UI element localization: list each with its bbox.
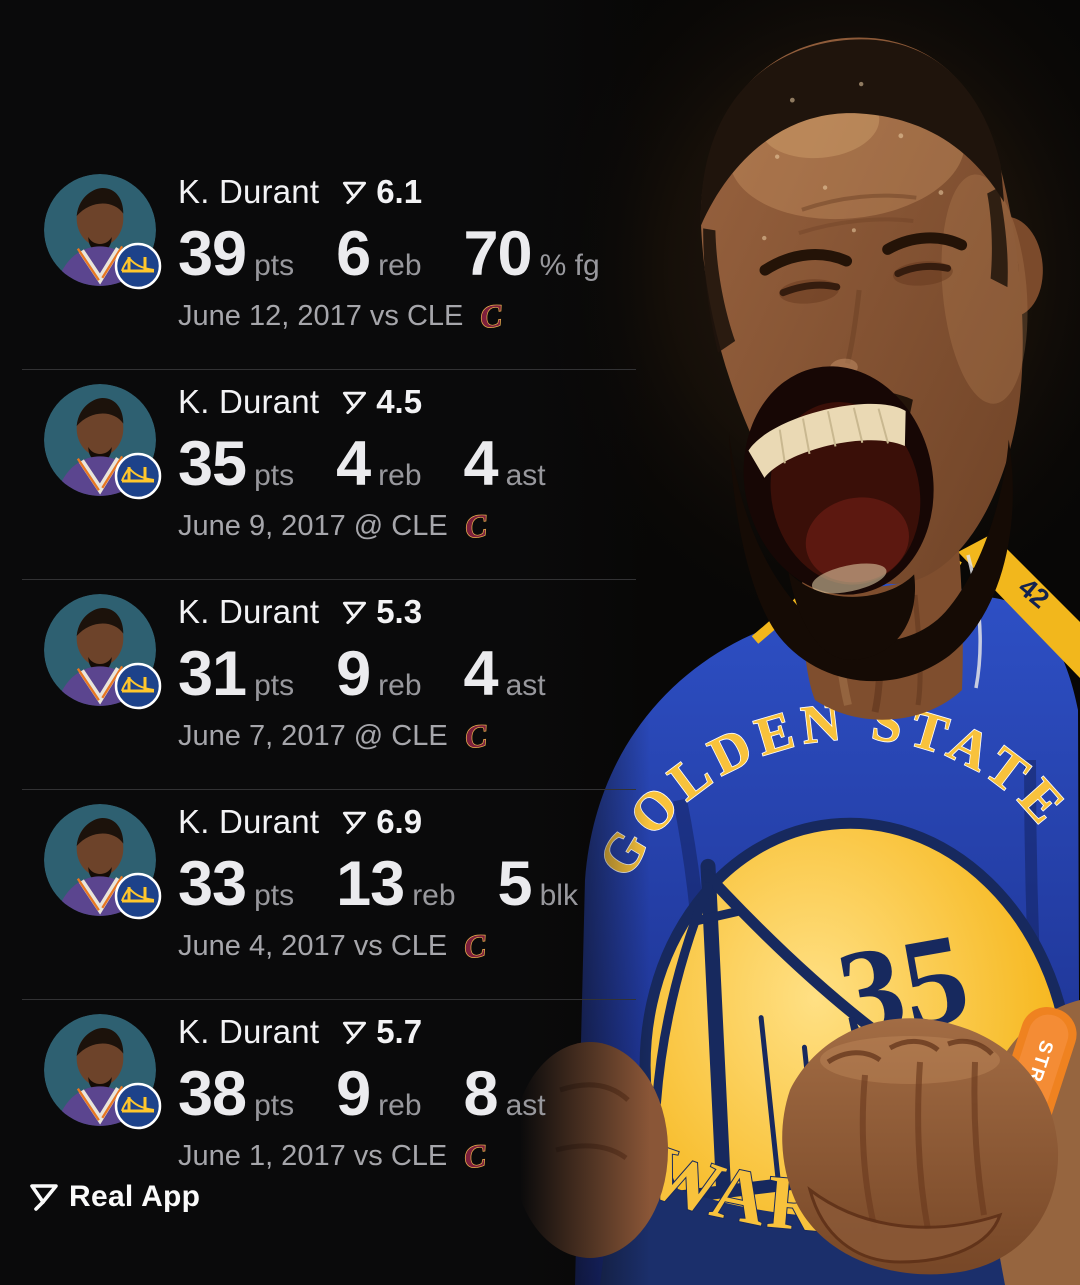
- hair: [700, 39, 1005, 226]
- eyebrow: [882, 232, 968, 255]
- rating-value: 4.5: [376, 383, 423, 420]
- cavaliers-logo-icon: C: [462, 508, 489, 544]
- rating-value: 6.9: [376, 803, 423, 840]
- warriors-badge-icon: [114, 242, 162, 290]
- stat-unit: pts: [254, 669, 295, 702]
- game-stat-card: K. Durant 5.7 38 pts 9 reb 8 ast June 1, 20…: [22, 1000, 636, 1210]
- warriors-badge-icon: [114, 452, 162, 500]
- svg-text:C: C: [463, 928, 489, 964]
- player-avatar: [44, 174, 162, 290]
- open-mouth: [743, 366, 934, 595]
- rating-flag-icon: [343, 1021, 367, 1044]
- game-date: June 12, 2017 vs CLE: [178, 299, 464, 332]
- warriors-badge-icon: [114, 872, 162, 920]
- player-avatar: [44, 1014, 162, 1130]
- game-date: June 9, 2017 @ CLE: [178, 509, 448, 542]
- thumb: [807, 1186, 1003, 1264]
- stat-value: 70: [463, 219, 533, 289]
- app-name: Real App: [69, 1180, 201, 1213]
- game-stat-card: K. Durant 5.3 31 pts 9 reb 4 ast June 7, 20…: [22, 580, 636, 790]
- game-date: June 4, 2017 vs CLE: [178, 929, 448, 962]
- game-stat-card: K. Durant 4.5 35 pts 4 reb 4 ast June 9, 20…: [22, 370, 636, 580]
- stat-unit: ast: [505, 1089, 546, 1122]
- sweat: [762, 81, 944, 241]
- eye: [779, 281, 841, 297]
- stat-unit: % fg: [539, 249, 600, 282]
- stat-unit: reb: [378, 669, 422, 702]
- app-logo-icon: [30, 1184, 58, 1211]
- stat-value: 35: [178, 429, 247, 499]
- game-date: June 7, 2017 @ CLE: [178, 719, 448, 752]
- player-name: K. Durant: [178, 383, 320, 420]
- svg-text:C: C: [463, 1138, 489, 1174]
- rating-value: 6.1: [376, 173, 423, 210]
- eye: [894, 262, 952, 278]
- app-branding: Real App: [28, 1180, 200, 1214]
- stat-value: 39: [178, 219, 247, 289]
- player-name: K. Durant: [178, 173, 320, 210]
- player-avatar: [44, 594, 162, 710]
- rating-value: 5.3: [376, 593, 423, 630]
- player-head: [700, 37, 1043, 682]
- stat-value: 38: [178, 1059, 247, 1129]
- game-stat-card: K. Durant 6.9 33 pts 13 reb 5 blk June 4, 2…: [22, 790, 636, 1000]
- stat-value: 4: [336, 429, 371, 499]
- stat-unit: blk: [539, 879, 578, 912]
- stat-unit: reb: [378, 459, 422, 492]
- stat-value: 9: [336, 639, 371, 709]
- game-stat-card: K. Durant 6.1 39 pts 6 reb 70% fg June 12,…: [22, 160, 636, 370]
- stat-value: 8: [463, 1059, 499, 1129]
- stat-unit: pts: [254, 459, 295, 492]
- stat-unit: ast: [505, 459, 546, 492]
- teeth: [748, 403, 906, 478]
- stat-value: 13: [336, 849, 405, 919]
- cavaliers-logo-icon: C: [478, 298, 505, 334]
- stat-unit: pts: [254, 249, 295, 282]
- cavaliers-logo-icon: C: [462, 1138, 489, 1174]
- svg-text:C: C: [479, 298, 505, 334]
- svg-text:C: C: [463, 718, 489, 754]
- stat-value: 33: [178, 849, 247, 919]
- rating-value: 5.7: [376, 1013, 423, 1050]
- player-headshot: [44, 384, 156, 496]
- eyebrow: [759, 249, 853, 276]
- warriors-badge-icon: [114, 1082, 162, 1130]
- stat-value: 31: [178, 639, 247, 709]
- stat-value: 5: [497, 849, 533, 919]
- stat-unit: ast: [505, 669, 546, 702]
- player-name: K. Durant: [178, 593, 320, 630]
- stat-unit: reb: [412, 879, 456, 912]
- stat-value: 4: [463, 429, 499, 499]
- rating-flag-icon: [343, 811, 367, 834]
- svg-text:C: C: [463, 508, 489, 544]
- stat-unit: pts: [254, 1089, 295, 1122]
- player-name: K. Durant: [178, 803, 320, 840]
- rating-flag-icon: [343, 391, 367, 414]
- stat-unit: reb: [378, 1089, 422, 1122]
- game-stats-list: K. Durant 6.1 39 pts 6 reb 70% fg June 12,…: [0, 160, 648, 1210]
- beard: [728, 431, 1013, 682]
- player-photo: GOLDEN STATE 35 WARRIORS: [520, 0, 1080, 1285]
- necklace: [966, 554, 982, 689]
- stat-value: 4: [463, 639, 499, 709]
- cavaliers-logo-icon: C: [462, 928, 489, 964]
- player-name: K. Durant: [178, 1013, 320, 1050]
- stat-unit: pts: [254, 879, 295, 912]
- warriors-badge-icon: [114, 662, 162, 710]
- rating-flag-icon: [343, 601, 367, 624]
- player-avatar: [44, 384, 162, 500]
- rating-flag-icon: [343, 181, 367, 204]
- player-avatar: [44, 804, 162, 920]
- game-date: June 1, 2017 vs CLE: [178, 1139, 448, 1172]
- stat-value: 9: [336, 1059, 371, 1129]
- stat-value: 6: [336, 219, 371, 289]
- stat-unit: reb: [378, 249, 422, 282]
- cavaliers-logo-icon: C: [462, 718, 489, 754]
- fist: STRONG: [782, 1000, 1080, 1285]
